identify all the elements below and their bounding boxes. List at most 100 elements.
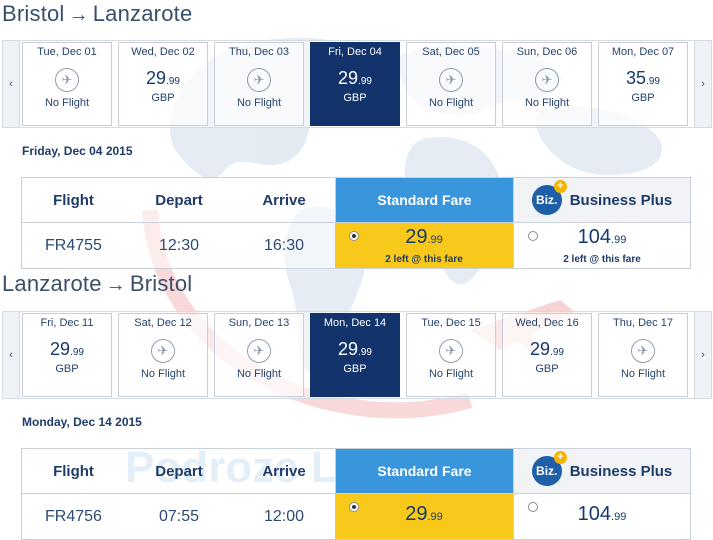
next-dates-button[interactable]: ›	[694, 312, 711, 398]
flight-column-header: Flight	[53, 191, 94, 209]
standard-fare-price: 29.99	[405, 503, 443, 525]
arrow-icon: →	[68, 4, 89, 26]
biz-plus-logo-icon: Biz. +	[531, 451, 567, 486]
depart-column-header: Depart	[155, 191, 203, 209]
divider	[22, 493, 690, 494]
business-plus-price: 104.99	[577, 226, 627, 248]
no-flight-plane-icon: ✈	[151, 339, 175, 363]
standard-fare-option[interactable]: 29.99 2 left @ this fare	[335, 223, 513, 268]
business-plus-option[interactable]: 104.99	[513, 494, 690, 539]
day-price: 29.99	[530, 339, 564, 359]
destination-city: Bristol	[129, 271, 193, 296]
no-flight-plane-icon: ✈	[439, 68, 463, 92]
day-price: 35.99	[626, 68, 660, 88]
day-price: 29.99	[338, 339, 372, 359]
no-flight-plane-icon: ✈	[631, 339, 655, 363]
biz-plus-logo-icon: Biz. +	[531, 180, 567, 215]
depart-time: 07:55	[158, 507, 200, 525]
business-plus-radio[interactable]	[528, 502, 538, 512]
arrive-column-header: Arrive	[262, 462, 306, 480]
day-thu-dec-03[interactable]: Thu, Dec 03 ✈ No Flight	[214, 42, 304, 126]
route-title: Lanzarote → Bristol	[2, 271, 192, 297]
day-wed-dec-02[interactable]: Wed, Dec 02 29.99 GBP	[118, 42, 208, 126]
business-plus-label: Business Plus	[569, 191, 673, 209]
standard-fare-header: Standard Fare	[336, 178, 513, 222]
flight-number: FR4756	[45, 507, 102, 525]
outbound-section: Bristol → Lanzarote ‹ Tue, Dec 01 ✈ No Fli…	[0, 0, 713, 269]
chevron-left-icon: ‹	[9, 78, 13, 90]
day-sat-dec-05[interactable]: Sat, Dec 05 ✈ No Flight	[406, 42, 496, 126]
day-wed-dec-16[interactable]: Wed, Dec 16 29.99 GBP	[502, 313, 592, 397]
day-sun-dec-13[interactable]: Sun, Dec 13 ✈ No Flight	[214, 313, 304, 397]
business-plus-radio[interactable]	[528, 231, 538, 241]
day-price: 29.99	[146, 68, 180, 88]
standard-fare-option[interactable]: 29.99	[335, 494, 513, 539]
flight-table: Flight Depart Arrive Standard Fare Biz. +…	[21, 177, 691, 269]
seats-left-note: 2 left @ this fare	[563, 254, 641, 265]
chevron-right-icon: ›	[701, 78, 705, 90]
no-flight-label: No Flight	[428, 368, 474, 380]
arrive-time: 12:00	[263, 507, 305, 525]
prev-dates-button[interactable]: ‹	[3, 41, 20, 127]
day-label: Mon, Dec 14	[323, 317, 387, 329]
seats-left-note: 2 left @ this fare	[385, 254, 463, 265]
business-plus-header: Biz. + Business Plus	[513, 449, 690, 493]
standard-fare-header: Standard Fare	[336, 449, 513, 493]
day-label: Thu, Dec 03	[229, 46, 289, 58]
business-plus-price: 104.99	[577, 503, 627, 525]
day-label: Sun, Dec 13	[228, 317, 290, 329]
currency-label: GBP	[535, 363, 559, 375]
no-flight-label: No Flight	[620, 368, 666, 380]
day-fri-dec-11[interactable]: Fri, Dec 11 29.99 GBP	[22, 313, 112, 397]
origin-city: Bristol	[2, 1, 65, 26]
chevron-left-icon: ‹	[9, 349, 13, 361]
arrive-time: 16:30	[263, 236, 305, 254]
day-tue-dec-15[interactable]: Tue, Dec 15 ✈ No Flight	[406, 313, 496, 397]
business-plus-option[interactable]: 104.99 2 left @ this fare	[513, 223, 690, 268]
chevron-right-icon: ›	[701, 349, 705, 361]
arrive-column-header: Arrive	[262, 191, 306, 209]
depart-time: 12:30	[158, 236, 200, 254]
day-label: Wed, Dec 16	[515, 317, 579, 329]
no-flight-label: No Flight	[236, 97, 282, 109]
day-label: Fri, Dec 04	[328, 46, 382, 58]
day-label: Mon, Dec 07	[611, 46, 675, 58]
day-price: 29.99	[50, 339, 84, 359]
day-sun-dec-06[interactable]: Sun, Dec 06 ✈ No Flight	[502, 42, 592, 126]
day-label: Fri, Dec 11	[40, 317, 94, 329]
currency-label: GBP	[151, 92, 175, 104]
depart-column-header: Depart	[155, 462, 203, 480]
currency-label: GBP	[343, 363, 367, 375]
business-plus-label: Business Plus	[569, 462, 673, 480]
currency-label: GBP	[343, 92, 367, 104]
route-title: Bristol → Lanzarote	[2, 1, 192, 27]
flight-table: Flight Depart Arrive Standard Fare Biz. +…	[21, 448, 691, 540]
day-thu-dec-17[interactable]: Thu, Dec 17 ✈ No Flight	[598, 313, 688, 397]
day-label: Tue, Dec 15	[421, 317, 481, 329]
day-tue-dec-01[interactable]: Tue, Dec 01 ✈ No Flight	[22, 42, 112, 126]
no-flight-plane-icon: ✈	[247, 339, 271, 363]
currency-label: GBP	[55, 363, 79, 375]
day-label: Sat, Dec 12	[134, 317, 192, 329]
selected-date-heading: Monday, Dec 14 2015	[22, 415, 142, 429]
date-strip: ‹ Fri, Dec 11 29.99 GBP Sat, Dec 12 ✈ No…	[2, 311, 712, 399]
day-mon-dec-07[interactable]: Mon, Dec 07 35.99 GBP	[598, 42, 688, 126]
day-mon-dec-14-selected[interactable]: Mon, Dec 14 29.99 GBP	[310, 313, 400, 397]
day-fri-dec-04-selected[interactable]: Fri, Dec 04 29.99 GBP	[310, 42, 400, 126]
flight-number: FR4755	[45, 236, 102, 254]
standard-fare-radio[interactable]	[349, 502, 359, 512]
no-flight-plane-icon: ✈	[535, 68, 559, 92]
inbound-section: Lanzarote → Bristol ‹ Fri, Dec 11 29.99 GB…	[0, 268, 713, 540]
destination-city: Lanzarote	[92, 1, 193, 26]
flight-column-header: Flight	[53, 462, 94, 480]
business-plus-header: Biz. + Business Plus	[513, 178, 690, 222]
day-sat-dec-12[interactable]: Sat, Dec 12 ✈ No Flight	[118, 313, 208, 397]
date-strip: ‹ Tue, Dec 01 ✈ No Flight Wed, Dec 02 29…	[2, 40, 712, 128]
prev-dates-button[interactable]: ‹	[3, 312, 20, 398]
day-label: Wed, Dec 02	[131, 46, 195, 58]
day-label: Tue, Dec 01	[37, 46, 97, 58]
day-label: Thu, Dec 17	[613, 317, 673, 329]
next-dates-button[interactable]: ›	[694, 41, 711, 127]
day-price: 29.99	[338, 68, 372, 88]
no-flight-label: No Flight	[524, 97, 570, 109]
